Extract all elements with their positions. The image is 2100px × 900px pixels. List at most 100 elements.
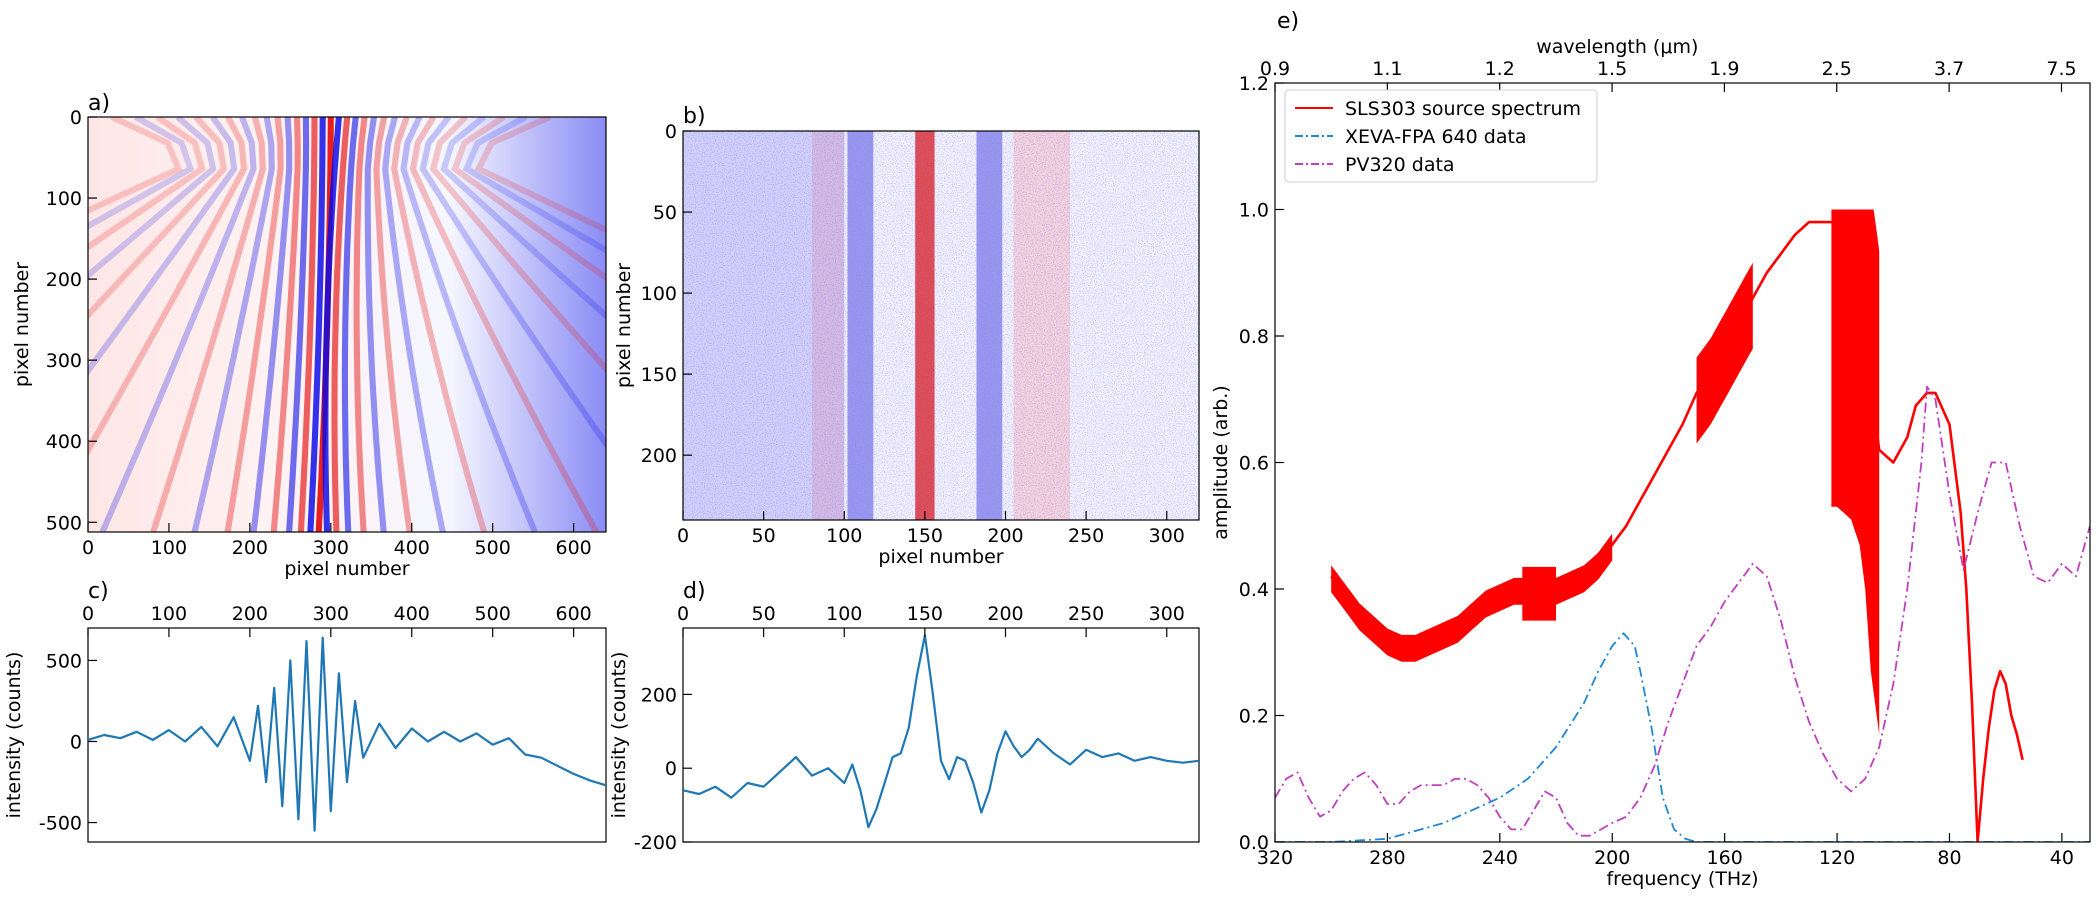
x-tick-label: 400 (394, 603, 430, 625)
fringe-line (297, 117, 318, 532)
noise-band (1831, 209, 1880, 735)
panel-b-noise-red (683, 131, 1199, 520)
x-tick-label: 50 (752, 603, 776, 625)
x-tick-label: 50 (752, 525, 776, 547)
fringe-line (373, 117, 413, 532)
y-tick-label: -500 (39, 813, 82, 835)
x-tick-label: 40 (2050, 847, 2074, 869)
series-0 (1330, 220, 2024, 842)
x-tick-label: 600 (555, 537, 591, 559)
y-tick-label: 400 (46, 431, 82, 453)
x-tick-label: 200 (987, 525, 1023, 547)
x2-axis-label: wavelength (μm) (1536, 36, 1698, 58)
panel-a-axes: 0 100 200 300 400 500 600 0 100 200 300 400 500 pixel… (11, 91, 592, 580)
panel-c-series (88, 636, 606, 832)
fringe-line (322, 117, 342, 532)
x-tick-label: 280 (1369, 847, 1405, 869)
panel-e-frame (1274, 82, 2091, 843)
y-tick-label: 150 (641, 364, 677, 386)
y-tick-label: 200 (641, 445, 677, 467)
panel-label: a) (88, 91, 110, 116)
x-tick-label: 250 (1068, 525, 1104, 547)
y-tick-label: 200 (46, 269, 82, 291)
fringe-line (419, 117, 606, 449)
panel-d-frame (682, 627, 1200, 843)
x2-tick-label: 1.9 (1709, 58, 1739, 80)
x2-tick-label: 1.1 (1372, 58, 1402, 80)
x-tick-label: 300 (313, 603, 349, 625)
y-tick-label: 0 (70, 107, 82, 129)
panel-d: 0 50 100 150 200 250 300 -200 0 200 intensity (cou… (608, 579, 1200, 854)
x-tick-label: 300 (1149, 525, 1185, 547)
y-tick-label: 100 (46, 188, 82, 210)
noise-band (1696, 262, 1753, 444)
x-tick-label: 100 (151, 537, 187, 559)
x-tick-label: 80 (1937, 847, 1961, 869)
x-tick-label: 200 (232, 603, 268, 625)
fringe-line (353, 117, 368, 532)
fringe-line (307, 117, 326, 532)
fringe-line (462, 117, 606, 254)
x-axis-label: frequency (THz) (1606, 868, 1758, 890)
x-tick-label: 100 (151, 603, 187, 625)
fringe-line (88, 117, 228, 320)
legend-box (1284, 89, 1598, 183)
series-1 (1275, 632, 2090, 842)
y-tick-label: 1.2 (1239, 73, 1269, 95)
fringe-line (409, 117, 599, 532)
x-tick-label: 0 (82, 537, 94, 559)
y-tick-label: 0.2 (1239, 706, 1269, 728)
x-tick-label: 0 (677, 603, 689, 625)
fringe-line (224, 117, 284, 532)
x-tick-label: 320 (1257, 847, 1293, 869)
x-tick-label: 100 (826, 525, 862, 547)
y-tick-label: 0.6 (1239, 453, 1269, 475)
fringe-line (400, 117, 538, 532)
fringe-line (250, 117, 293, 532)
panel-d-plot (683, 634, 1199, 829)
panel-e-axes: 320 280 240 200 160 120 80 40 0.0 0.2 0.4 0.6 0.8 1.0… (1210, 9, 2077, 890)
x-tick-label: 150 (907, 525, 943, 547)
panel-c-plot (88, 636, 606, 832)
noise-band (1522, 566, 1556, 621)
x-tick-label: 600 (555, 603, 591, 625)
fringe-line (88, 117, 238, 376)
x-tick-label: 120 (1819, 847, 1855, 869)
fringe-line (88, 117, 183, 214)
y-axis-label: amplitude (arb.) (1210, 385, 1232, 539)
panel-label: c) (88, 579, 109, 604)
x-tick-label: 150 (907, 603, 943, 625)
panel-b-frame (682, 130, 1200, 521)
panel-a-frame (87, 116, 607, 533)
panel-d-axes: 0 50 100 150 200 250 300 -200 0 200 intensity (cou… (608, 579, 1185, 854)
x-axis-label: pixel number (878, 546, 1003, 568)
noise-band (1331, 533, 1613, 662)
x2-tick-label: 1.5 (1597, 58, 1627, 80)
x-tick-label: 200 (232, 537, 268, 559)
fringe-line (150, 117, 266, 532)
panel-a: 0 100 200 300 400 500 600 0 100 200 300 400 500 pixel… (11, 91, 607, 580)
panel-c-frame (87, 627, 607, 843)
x-tick-label: 0 (82, 603, 94, 625)
fringe-line (286, 117, 310, 532)
fringe-line (88, 117, 195, 230)
fringe-line (270, 117, 301, 532)
x2-tick-label: 7.5 (2046, 58, 2076, 80)
y-tick-label: 0.8 (1239, 326, 1269, 348)
x-tick-label: 300 (313, 537, 349, 559)
x2-tick-label: 2.5 (1822, 58, 1852, 80)
fringe-line (88, 117, 217, 280)
legend-label: PV320 data (1345, 154, 1455, 176)
y-axis-label: pixel number (11, 262, 33, 387)
fringe-line (364, 117, 387, 532)
y-tick-label: 50 (653, 202, 677, 224)
x-tick-label: 200 (1594, 847, 1630, 869)
y-tick-label: 0 (665, 758, 677, 780)
y-tick-label: 0 (70, 731, 82, 753)
y-tick-label: 300 (46, 350, 82, 372)
panel-label: e) (1277, 9, 1299, 34)
panel-a-fringes (88, 117, 606, 532)
